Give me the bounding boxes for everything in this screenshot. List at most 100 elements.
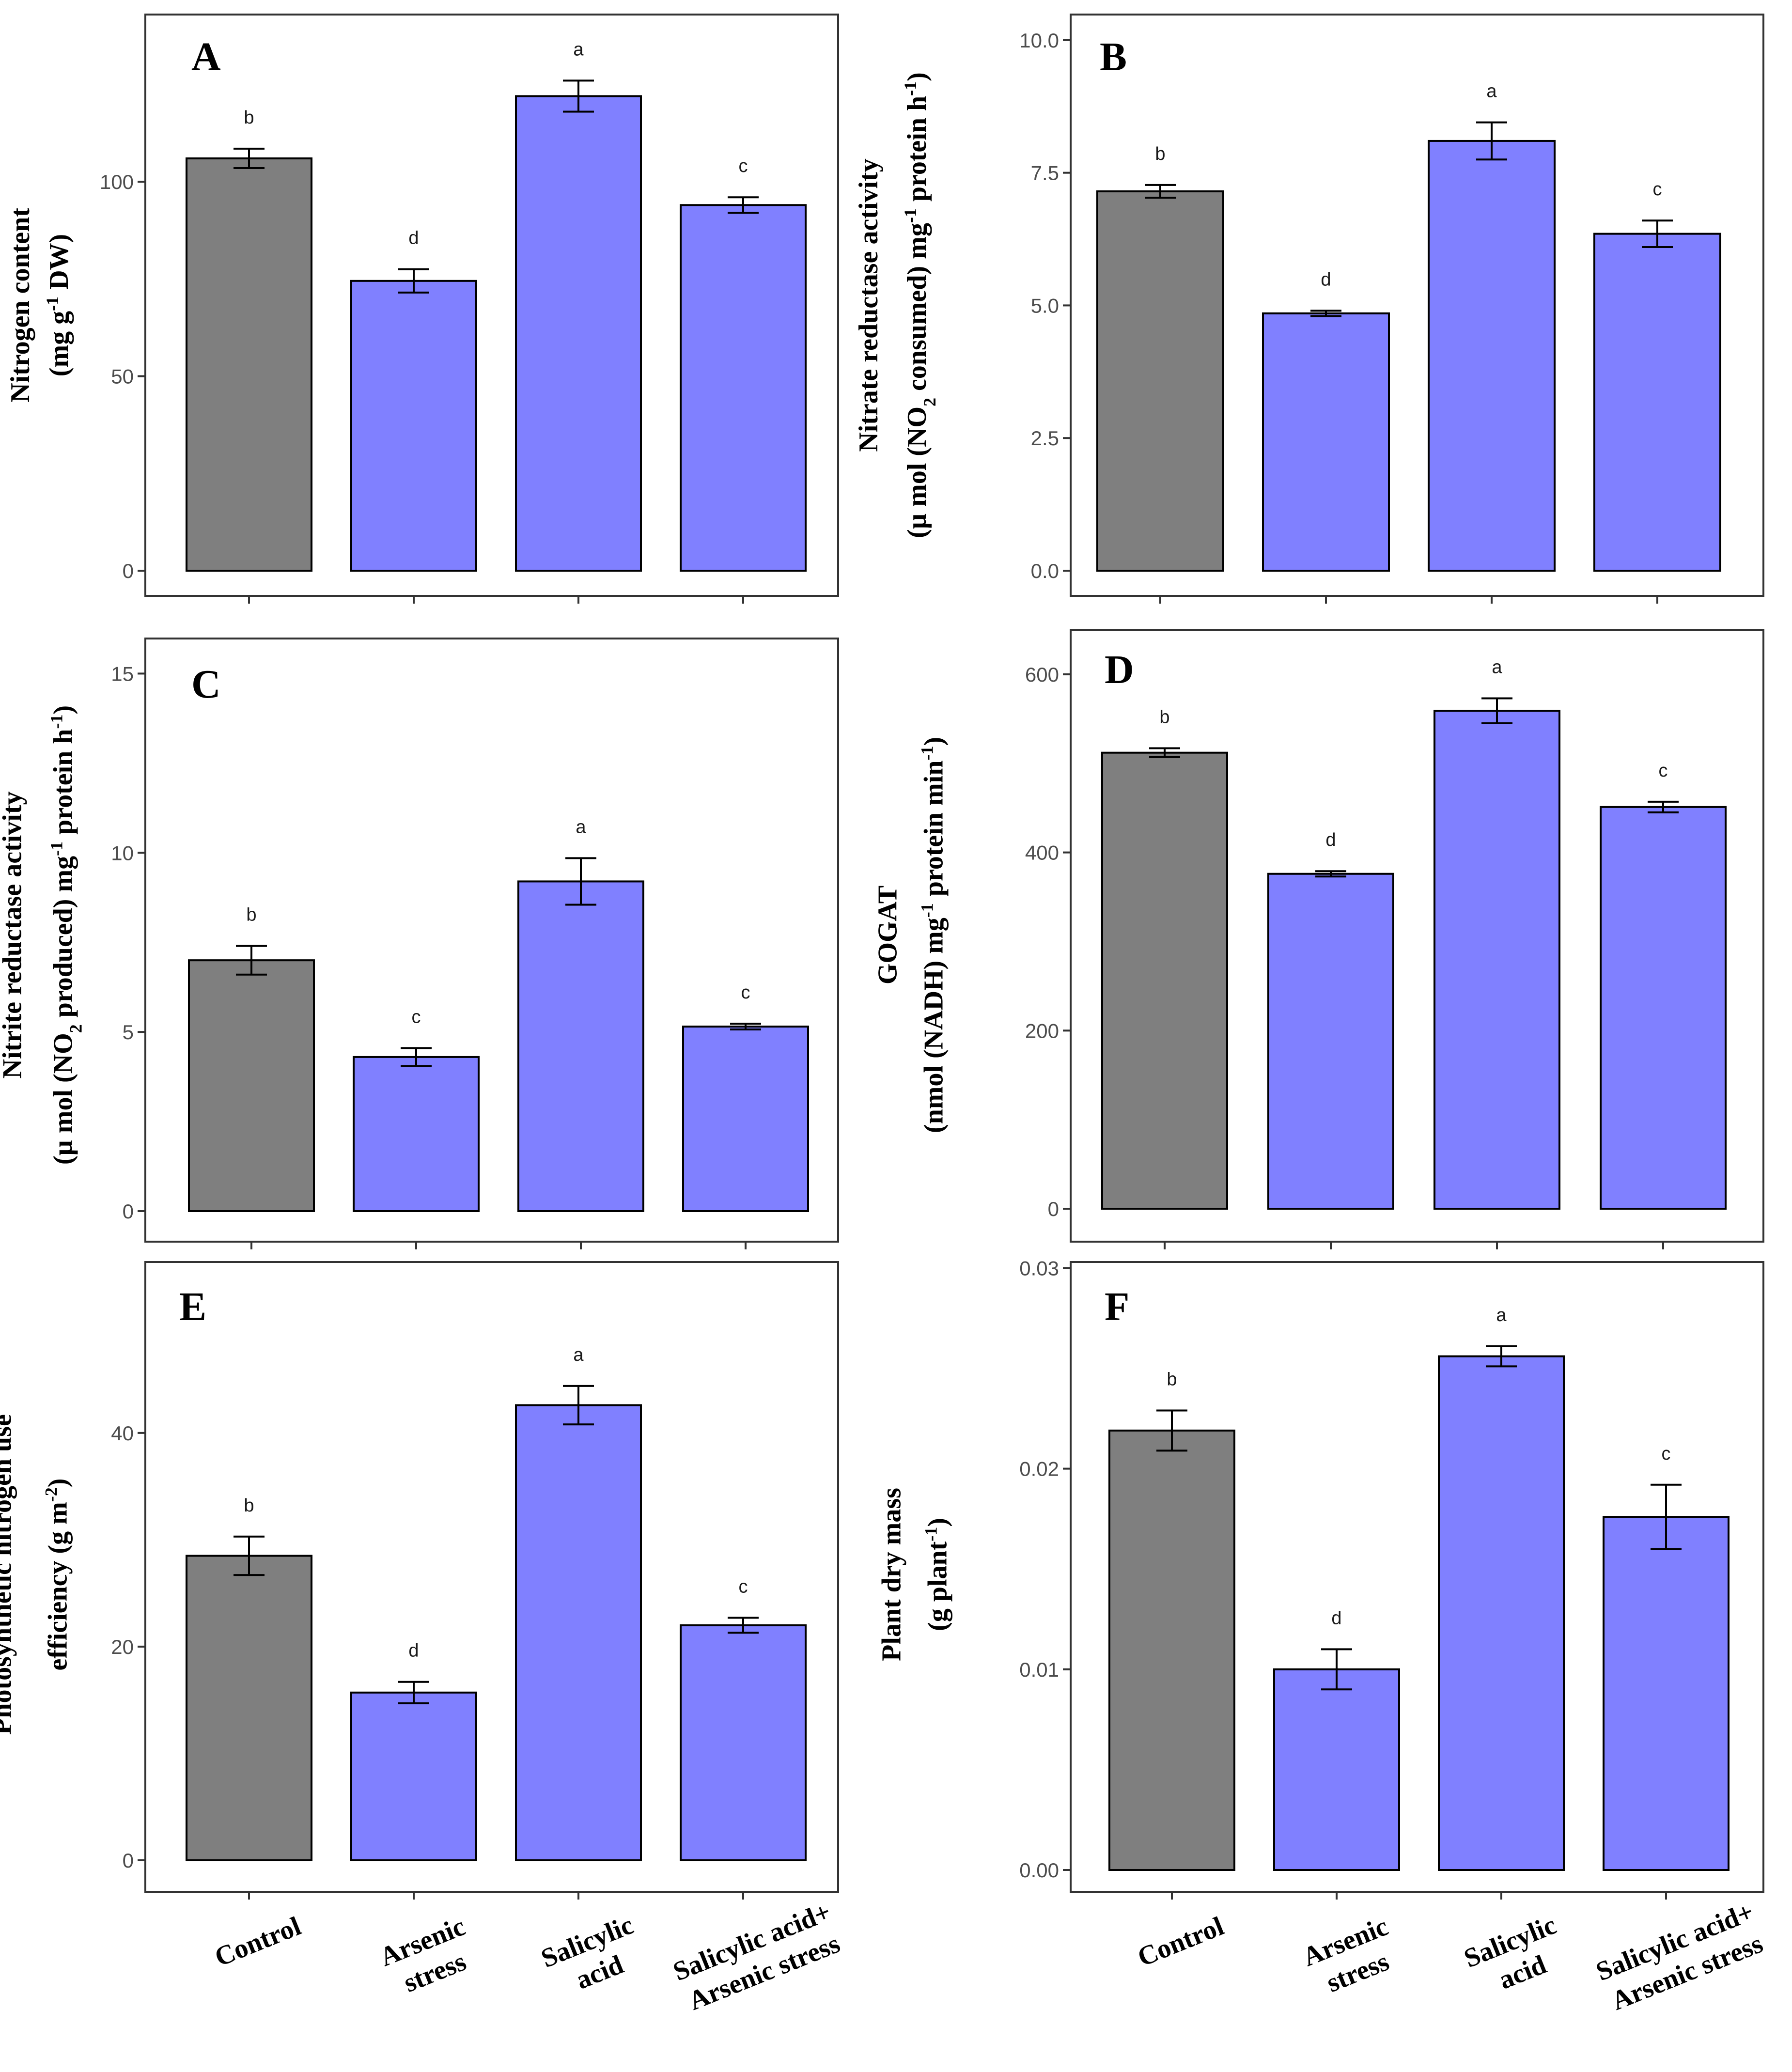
y-tick-label: 10.0 — [1019, 29, 1059, 52]
error-bar — [398, 1681, 429, 1704]
panel-letter: C — [191, 662, 221, 707]
bar-c-2 — [517, 880, 644, 1212]
significance-letter: c — [739, 1576, 748, 1597]
significance-letter: c — [1662, 1444, 1671, 1464]
y-tick-label: 40 — [111, 1422, 134, 1445]
bar-e-2 — [515, 1404, 642, 1861]
bar-f-2 — [1438, 1355, 1565, 1871]
error-bar — [401, 1047, 432, 1067]
y-tick-label: 2.5 — [1031, 427, 1059, 450]
panel-b: 0.0 2.5 5.0 7.5 10.0 b d a c B Nitrate reductase a… — [854, 14, 1764, 604]
significance-letter: c — [412, 1007, 421, 1027]
significance-letter: c — [739, 156, 748, 176]
error-bar — [1486, 1345, 1517, 1368]
bar-b-3 — [1593, 233, 1721, 572]
y-tick-label: 15 — [111, 662, 134, 685]
error-bar — [398, 268, 429, 294]
significance-letter: c — [1659, 761, 1668, 781]
bar-d-0 — [1101, 751, 1228, 1210]
error-bar — [563, 1385, 594, 1426]
bar-e-0 — [186, 1555, 312, 1861]
error-bar — [1648, 800, 1679, 813]
panel-letter: B — [1100, 34, 1127, 79]
y-axis-label: Nitrogen content (mg g-1 DW) — [5, 208, 74, 403]
bar-b-2 — [1428, 140, 1556, 572]
x-category-label: Control — [211, 1911, 305, 1973]
panel-letter: F — [1105, 1284, 1129, 1329]
bar-c-3 — [682, 1026, 809, 1212]
y-tick-label: 0.01 — [1019, 1658, 1059, 1681]
significance-letter: a — [1486, 81, 1497, 102]
y-tick-label: 5.0 — [1031, 294, 1059, 317]
y-tick-label: 200 — [1025, 1019, 1059, 1042]
significance-letter: d — [408, 228, 419, 249]
y-axis-label: Photosynthetic nitrogen useefficiency (g… — [0, 1414, 73, 1735]
error-bar — [1476, 121, 1507, 161]
y-tick-label: 400 — [1025, 841, 1059, 864]
significance-letter: d — [408, 1641, 419, 1661]
bar-c-1 — [353, 1056, 480, 1212]
y-tick-label: 600 — [1025, 663, 1059, 686]
x-category-label: Salicylic acid+Arsenic stress — [669, 1897, 847, 2018]
error-bar — [563, 79, 594, 113]
x-axis-labels-f: Control Arsenicstress Salicylicacid Salicyl… — [1134, 1897, 1770, 2018]
error-bar — [730, 1023, 761, 1030]
y-tick-label: 20 — [111, 1636, 134, 1658]
y-axis-label: Plant dry mass (g plant-1) — [877, 1488, 953, 1661]
panel-e: 0 20 40 b d a c E Photosynthetic nitrogen useeff… — [0, 1261, 839, 1900]
y-axis-label: Nitrate reductase activity(µ mol (NO2 co… — [854, 72, 939, 538]
significance-letter: a — [576, 817, 586, 837]
bar-f-0 — [1108, 1429, 1235, 1871]
x-category-label: Salicylicacid — [537, 1910, 650, 2004]
error-bar — [1642, 219, 1673, 248]
significance-letter: a — [1492, 657, 1502, 678]
x-category-label: Salicylic acid+Arsenic stress — [1592, 1897, 1770, 2018]
panel-a: 0 50 100 b d a c A Nitrogen content (mg g-1 DW) — [5, 14, 839, 604]
significance-letter: a — [573, 1345, 584, 1365]
bar-b-1 — [1262, 312, 1390, 572]
y-tick-label: 50 — [111, 365, 134, 388]
error-bar — [1310, 310, 1341, 317]
significance-letter: a — [1496, 1305, 1507, 1325]
error-bar — [1156, 1409, 1187, 1452]
significance-letter: c — [1653, 179, 1662, 200]
significance-letter: d — [1321, 269, 1331, 290]
bar-e-1 — [350, 1691, 477, 1862]
y-tick-label: 0 — [123, 1849, 134, 1872]
error-bar — [1145, 184, 1176, 199]
y-axis-label: GOGAT (nmol (NADH) mg-1 protein min-1) — [873, 737, 949, 1133]
significance-letter: b — [1155, 144, 1165, 164]
y-tick-label: 0 — [1048, 1198, 1059, 1220]
y-tick-label: 7.5 — [1031, 162, 1059, 185]
panel-letter: A — [191, 34, 221, 79]
error-bar — [1651, 1483, 1682, 1550]
error-bar — [728, 1617, 759, 1634]
y-tick-label: 0.03 — [1019, 1257, 1059, 1279]
bar-a-1 — [350, 280, 477, 572]
y-tick-label: 10 — [111, 841, 134, 864]
panel-c: 0 5 10 15 b c a c C Nitrite reductase activity(µ … — [0, 638, 839, 1249]
bar-d-2 — [1434, 710, 1560, 1210]
significance-letter: a — [573, 39, 584, 60]
panel-letter: E — [179, 1284, 206, 1329]
bar-b-0 — [1096, 190, 1224, 572]
error-bar — [1321, 1648, 1352, 1691]
panel-d: 0 200 400 600 b d a c D GOGAT (nmol (NADH) mg-1 pr… — [873, 629, 1764, 1249]
bar-f-3 — [1603, 1516, 1730, 1871]
significance-letter: d — [1325, 830, 1336, 850]
x-category-label: Salicylicacid — [1460, 1910, 1573, 2004]
y-tick-label: 0.0 — [1031, 560, 1059, 582]
bar-a-3 — [680, 204, 807, 572]
y-axis-label: Nitrite reductase activity(µ mol (NO2 pr… — [0, 705, 86, 1165]
y-tick-label: 0.02 — [1019, 1458, 1059, 1480]
x-category-label: Control — [1134, 1911, 1228, 1973]
y-tick-label: 5 — [123, 1021, 134, 1044]
error-bar — [234, 1535, 265, 1576]
error-bar — [1149, 747, 1180, 758]
error-bar — [236, 945, 267, 976]
significance-letter: b — [1159, 707, 1169, 728]
significance-letter: b — [244, 1496, 254, 1516]
significance-letter: b — [1167, 1370, 1177, 1390]
y-tick-label: 100 — [100, 171, 134, 193]
